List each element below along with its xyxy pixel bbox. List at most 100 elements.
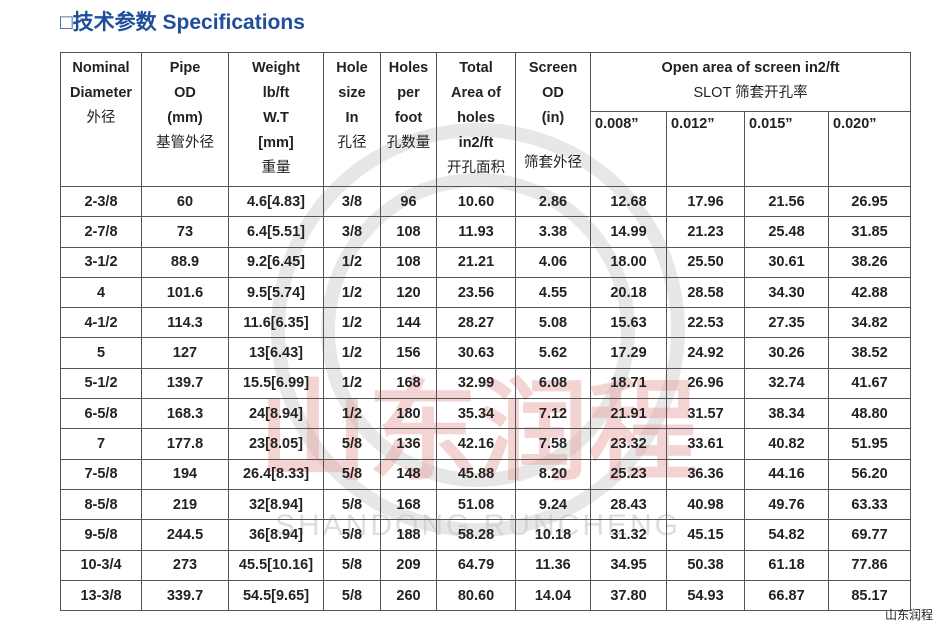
slot-header: 0.012” [666, 111, 745, 187]
data-cell: 25.48 [744, 216, 829, 248]
data-cell: 1/2 [323, 276, 381, 309]
header-lines: Pipe OD (mm) 基管外径 [142, 53, 228, 179]
data-row: 3-1/2 88.9 9.2[6.45] 1/2 108 21.21 4.06 18.00 25… [60, 246, 912, 278]
header-line: OD [542, 85, 564, 101]
data-cell: 5/8 [323, 519, 381, 551]
data-row: 4 101.6 9.5[5.74] 1/2 120 23.56 4.55 20.18 28.58… [60, 276, 912, 309]
data-cell: 88.9 [141, 246, 229, 278]
data-cell: 108 [380, 216, 437, 248]
data-cell: 136 [380, 428, 437, 460]
data-cell: 339.7 [141, 579, 229, 612]
data-cell: 26.96 [666, 367, 745, 400]
data-cell: 8.20 [515, 458, 591, 490]
header-line: 孔径 [337, 135, 367, 151]
data-cell: 15.63 [590, 307, 667, 339]
data-cell: 209 [380, 549, 437, 581]
data-cell: 50.38 [666, 549, 745, 581]
data-cell: 49.76 [744, 488, 829, 521]
data-cell: 37.80 [590, 579, 667, 612]
data-cell: 244.5 [141, 519, 229, 551]
data-cell: 54.93 [666, 579, 745, 612]
data-cell: 35.34 [436, 398, 516, 430]
footer: 山东润程 [884, 608, 933, 622]
data-cell: 2-3/8 [60, 185, 142, 218]
header-line: 开孔面积 [447, 160, 505, 176]
data-cell: 41.67 [827, 367, 912, 400]
data-cell: 31.85 [827, 216, 912, 248]
data-cell: 5 [60, 337, 142, 369]
header-line: In [345, 110, 359, 126]
data-cell: 96 [380, 185, 437, 218]
data-cell: 194 [141, 458, 229, 490]
header-line: 外径 [86, 110, 116, 126]
data-cell: 7.58 [515, 428, 591, 460]
data-cell: 7.12 [515, 398, 591, 430]
header-cell: Total Area of holes in2/ft 开孔面积 [436, 52, 516, 187]
data-cell: 4.6[4.83] [228, 185, 324, 218]
data-cell: 2-7/8 [60, 216, 142, 248]
header-lines: Hole size In 孔径 [324, 53, 380, 179]
header-line: OD [174, 85, 196, 101]
data-cell: 8-5/8 [60, 488, 142, 521]
data-cell: 188 [380, 519, 437, 551]
data-cell: 17.96 [666, 185, 745, 218]
data-cell: 73 [141, 216, 229, 248]
data-cell: 9.2[6.45] [228, 246, 324, 278]
data-cell: 25.50 [666, 246, 745, 278]
slot-row: 0.008” 0.012” 0.015” 0.020” [61, 111, 912, 187]
group-header: Open area of screen in2/ft SLOT 筛套开孔率 [589, 52, 912, 112]
data-cell: 101.6 [141, 276, 229, 309]
data-cell: 9-5/8 [60, 519, 142, 551]
data-cell: 32.99 [436, 367, 516, 400]
header-cell: Nominal Diameter 外径 [60, 52, 142, 187]
data-cell: 23.32 [590, 428, 667, 460]
data-cell: 34.30 [744, 276, 829, 309]
data-cell: 18.71 [590, 367, 667, 400]
data-cell: 21.56 [744, 185, 829, 218]
data-cell: 7 [60, 428, 142, 460]
data-cell: 10.18 [515, 519, 591, 551]
header-line: 重量 [261, 160, 291, 176]
data-cell: 2.86 [515, 185, 591, 218]
data-cell: 20.18 [590, 276, 667, 309]
data-cell: 114.3 [141, 307, 229, 339]
data-cell: 24.92 [666, 337, 745, 369]
header-lines: Holes per foot 孔数量 [381, 53, 436, 179]
data-cell: 33.61 [666, 428, 745, 460]
data-cell: 42.16 [436, 428, 516, 460]
data-cell: 30.63 [436, 337, 516, 369]
data-cell: 28.58 [666, 276, 745, 309]
data-cell: 3/8 [323, 216, 381, 248]
data-cell: 32[8.94] [228, 488, 324, 521]
group-line: SLOT 筛套开孔率 [693, 85, 808, 101]
data-cell: 14.04 [515, 579, 591, 612]
data-cell: 5-1/2 [60, 367, 142, 400]
data-cell: 5/8 [323, 549, 381, 581]
header-line: 筛套外径 [524, 155, 582, 171]
data-cell: 27.35 [744, 307, 829, 339]
data-cell: 156 [380, 337, 437, 369]
header-line: [mm] [258, 135, 294, 151]
data-cell: 3-1/2 [60, 246, 142, 278]
data-cell: 148 [380, 458, 437, 490]
data-cell: 38.34 [744, 398, 829, 430]
data-cell: 30.61 [744, 246, 829, 278]
data-cell: 17.29 [590, 337, 667, 369]
data-cell: 36.36 [666, 458, 745, 490]
header-line: Weight [251, 60, 301, 76]
data-cell: 5/8 [323, 579, 381, 612]
data-row: 9-5/8 244.5 36[8.94] 5/8 188 58.28 10.18 31.32 4… [60, 519, 912, 551]
data-cell: 21.21 [436, 246, 516, 278]
data-cell: 260 [380, 579, 437, 612]
data-cell: 38.26 [827, 246, 912, 278]
header-row: Nominal Diameter 外径 Pipe OD (mm) 基管外径 Weight lb/… [60, 52, 912, 187]
data-cell: 80.60 [436, 579, 516, 612]
data-cell: 10-3/4 [60, 549, 142, 581]
data-cell: 64.79 [436, 549, 516, 581]
data-cell: 36[8.94] [228, 519, 324, 551]
data-cell: 28.27 [436, 307, 516, 339]
header-lines: Weight lb/ft W.T [mm] 重量 [229, 53, 323, 179]
data-cell: 11.6[6.35] [228, 307, 324, 339]
data-cell: 30.26 [744, 337, 829, 369]
header-cell: Weight lb/ft W.T [mm] 重量 [228, 52, 324, 187]
